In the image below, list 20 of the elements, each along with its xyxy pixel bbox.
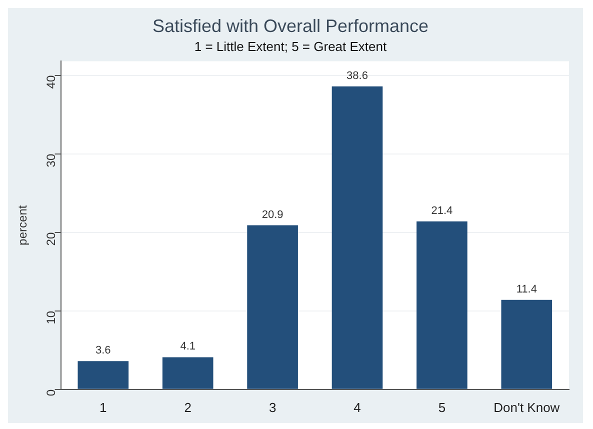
y-tick-label: 20	[44, 232, 58, 246]
data-label: 38.6	[346, 70, 368, 82]
x-tick-label: 5	[438, 400, 446, 415]
y-tick-label: 10	[44, 310, 58, 324]
x-tick-label: 4	[354, 400, 361, 415]
y-axis-title: percent	[16, 204, 30, 246]
x-tick-label: 3	[268, 400, 276, 415]
y-tick-label: 0	[44, 389, 58, 396]
data-label: 21.4	[431, 204, 453, 217]
y-tick-label: 30	[44, 154, 58, 168]
x-tick-label: 1	[100, 400, 107, 415]
data-label: 11.4	[516, 283, 537, 296]
x-tick-label: 2	[184, 400, 192, 415]
chart-title: Satisfied with Overall Performance	[152, 16, 429, 36]
y-tick-label: 40	[44, 75, 58, 89]
data-label: 4.1	[180, 340, 196, 353]
data-label: 20.9	[262, 208, 284, 221]
data-label: 3.6	[96, 344, 111, 357]
chart-subtitle: 1 = Little Extent; 5 = Great Extent	[194, 38, 387, 54]
x-tick-label: Don't Know	[494, 400, 560, 415]
